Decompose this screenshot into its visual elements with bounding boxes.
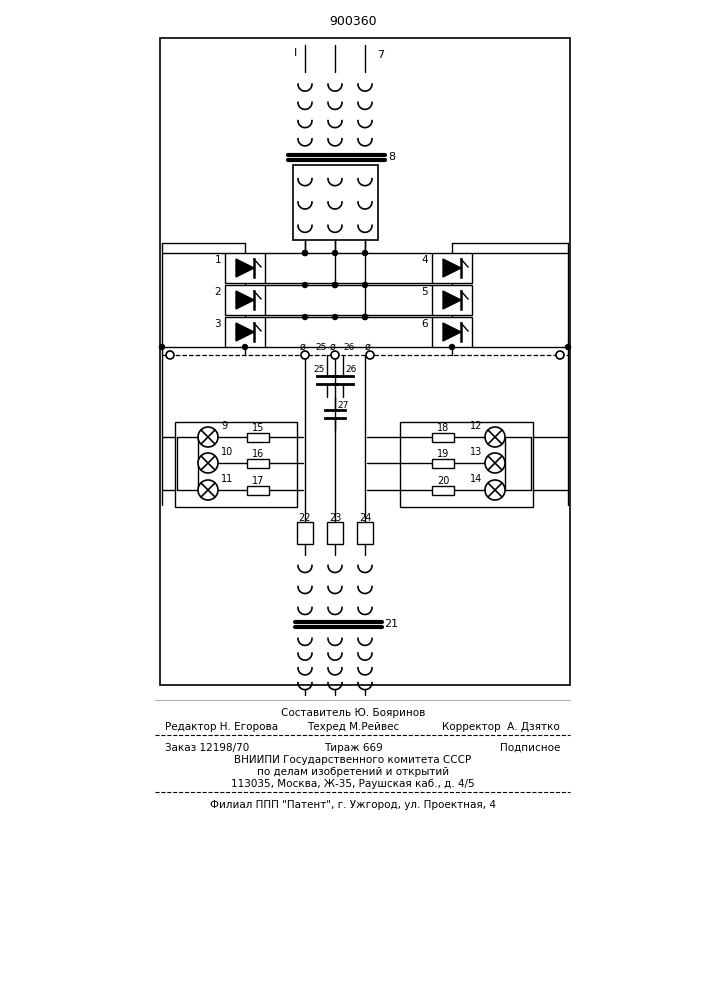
- Bar: [247, 486, 269, 495]
- Text: Составитель Ю. Бояринов: Составитель Ю. Бояринов: [281, 708, 425, 718]
- Text: ВНИИПИ Государственного комитета СССР: ВНИИПИ Государственного комитета СССР: [235, 755, 472, 765]
- Text: 22: 22: [299, 513, 311, 523]
- Circle shape: [332, 314, 337, 320]
- Text: 25: 25: [315, 342, 327, 352]
- Polygon shape: [443, 323, 461, 341]
- Bar: [432, 433, 454, 442]
- Bar: [400, 422, 533, 507]
- Circle shape: [160, 344, 165, 350]
- Bar: [293, 165, 378, 240]
- Text: 900360: 900360: [329, 15, 377, 28]
- Circle shape: [301, 351, 309, 359]
- Circle shape: [363, 250, 368, 255]
- Text: 25: 25: [314, 364, 325, 373]
- Circle shape: [363, 314, 368, 320]
- Circle shape: [303, 282, 308, 288]
- Circle shape: [485, 453, 505, 473]
- Polygon shape: [443, 259, 461, 277]
- Text: Редактор Н. Егорова: Редактор Н. Егорова: [165, 722, 278, 732]
- Text: Заказ 12198/70: Заказ 12198/70: [165, 743, 250, 753]
- Bar: [432, 253, 472, 283]
- Text: Техред М.Рейвес: Техред М.Рейвес: [307, 722, 399, 732]
- Text: 24: 24: [359, 513, 371, 523]
- Text: 1: 1: [214, 255, 221, 265]
- Text: ø: ø: [330, 342, 336, 352]
- Text: 14: 14: [469, 474, 482, 484]
- Text: 19: 19: [437, 449, 449, 459]
- Bar: [225, 285, 265, 315]
- Polygon shape: [236, 259, 254, 277]
- Text: 21: 21: [384, 619, 398, 629]
- Circle shape: [450, 344, 455, 350]
- Circle shape: [331, 351, 339, 359]
- Text: 13: 13: [469, 447, 482, 457]
- Text: 10: 10: [221, 447, 233, 457]
- Bar: [247, 433, 269, 442]
- Text: по делам изобретений и открытий: по делам изобретений и открытий: [257, 767, 449, 777]
- Text: 27: 27: [337, 400, 349, 410]
- Text: 16: 16: [252, 449, 264, 459]
- Text: 12: 12: [469, 421, 482, 431]
- Text: I: I: [293, 48, 297, 58]
- Bar: [432, 285, 472, 315]
- Text: 23: 23: [329, 513, 341, 523]
- Polygon shape: [443, 291, 461, 309]
- Text: 3: 3: [214, 319, 221, 329]
- Bar: [327, 522, 343, 544]
- Text: 11: 11: [221, 474, 233, 484]
- Bar: [160, 38, 570, 685]
- Bar: [175, 422, 297, 507]
- Circle shape: [243, 344, 247, 350]
- Circle shape: [363, 314, 368, 320]
- Circle shape: [198, 453, 218, 473]
- Text: 15: 15: [252, 423, 264, 433]
- Circle shape: [485, 427, 505, 447]
- Text: 5: 5: [421, 287, 428, 297]
- Text: 113035, Москва, Ж-35, Раушская каб., д. 4/5: 113035, Москва, Ж-35, Раушская каб., д. …: [231, 779, 475, 789]
- Circle shape: [363, 282, 368, 288]
- Circle shape: [556, 351, 564, 359]
- Circle shape: [198, 480, 218, 500]
- Bar: [247, 459, 269, 468]
- Bar: [225, 317, 265, 347]
- Text: 8: 8: [388, 152, 395, 162]
- Text: Подписное: Подписное: [500, 743, 560, 753]
- Bar: [357, 522, 373, 544]
- Circle shape: [166, 351, 174, 359]
- Bar: [432, 317, 472, 347]
- Bar: [432, 459, 454, 468]
- Circle shape: [485, 480, 505, 500]
- Circle shape: [332, 282, 337, 288]
- Text: ø: ø: [300, 342, 306, 352]
- Circle shape: [303, 250, 308, 255]
- Text: ø: ø: [365, 342, 371, 352]
- Circle shape: [303, 250, 308, 255]
- Polygon shape: [236, 291, 254, 309]
- Polygon shape: [236, 323, 254, 341]
- Text: 9: 9: [221, 421, 227, 431]
- Text: 18: 18: [437, 423, 449, 433]
- Bar: [297, 522, 313, 544]
- Circle shape: [332, 250, 337, 255]
- Text: Корректор  А. Дзятко: Корректор А. Дзятко: [443, 722, 560, 732]
- Circle shape: [332, 282, 337, 288]
- Bar: [225, 253, 265, 283]
- Text: 20: 20: [437, 476, 449, 486]
- Text: 17: 17: [252, 476, 264, 486]
- Bar: [432, 486, 454, 495]
- Text: 7: 7: [377, 50, 384, 60]
- Text: 4: 4: [421, 255, 428, 265]
- Circle shape: [566, 344, 571, 350]
- Text: 6: 6: [421, 319, 428, 329]
- Text: Филиал ППП "Патент", г. Ужгород, ул. Проектная, 4: Филиал ППП "Патент", г. Ужгород, ул. Про…: [210, 800, 496, 810]
- Circle shape: [303, 314, 308, 320]
- Text: Тираж 669: Тираж 669: [324, 743, 382, 753]
- Circle shape: [198, 427, 218, 447]
- Circle shape: [366, 351, 374, 359]
- Text: 2: 2: [214, 287, 221, 297]
- Text: 26: 26: [343, 342, 354, 352]
- Text: 26: 26: [345, 364, 356, 373]
